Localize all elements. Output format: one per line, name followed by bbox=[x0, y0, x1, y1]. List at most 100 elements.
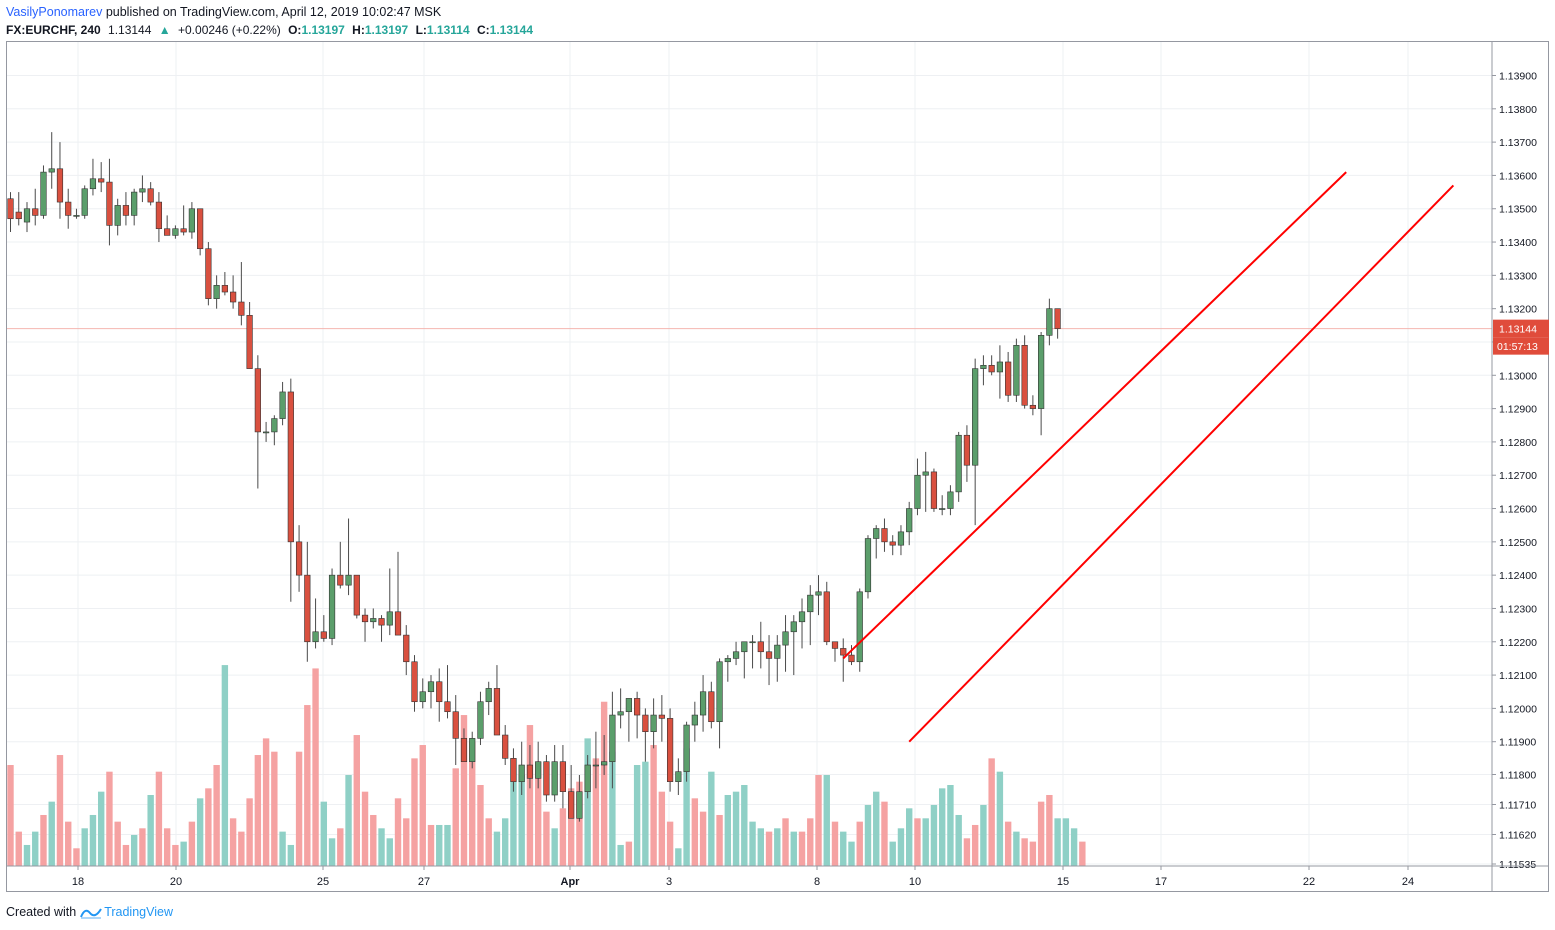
candle-body bbox=[40, 171, 47, 216]
volume-bar bbox=[708, 771, 715, 866]
candle-body bbox=[493, 688, 501, 736]
price-tick-label: 1.12400 bbox=[1499, 570, 1537, 582]
time-tick-label: 20 bbox=[170, 876, 182, 888]
volume-bar bbox=[534, 761, 542, 866]
candle-body bbox=[131, 191, 138, 216]
volume-bar bbox=[403, 818, 410, 866]
candle bbox=[675, 758, 682, 795]
volume-bar bbox=[609, 751, 616, 866]
candle-body bbox=[856, 591, 863, 663]
candle-body bbox=[848, 654, 855, 663]
candle bbox=[48, 132, 55, 189]
volume-bar bbox=[295, 751, 303, 866]
candle bbox=[56, 142, 64, 219]
candle bbox=[774, 635, 781, 682]
time-tick-label: 18 bbox=[72, 876, 84, 888]
candle-body bbox=[477, 701, 484, 739]
candle bbox=[394, 551, 402, 636]
volume-bar bbox=[798, 831, 806, 866]
candle bbox=[666, 708, 674, 792]
candle bbox=[1038, 331, 1045, 436]
candle bbox=[568, 765, 575, 819]
candle-body bbox=[889, 541, 896, 546]
candle-body bbox=[551, 761, 558, 796]
candle bbox=[617, 688, 624, 729]
candle-body bbox=[518, 764, 525, 782]
candle bbox=[790, 615, 797, 676]
candle-body bbox=[963, 434, 971, 466]
candle-body bbox=[535, 761, 542, 779]
volume-bar bbox=[551, 828, 558, 866]
candle-body bbox=[394, 611, 402, 636]
price-tick-label: 1.13000 bbox=[1499, 370, 1537, 382]
candle bbox=[881, 518, 888, 552]
volume-bar bbox=[980, 804, 987, 866]
volume-bar bbox=[485, 818, 492, 866]
candle bbox=[1005, 351, 1012, 402]
volume-bar bbox=[254, 755, 262, 866]
candle bbox=[164, 215, 171, 236]
candle bbox=[279, 381, 286, 426]
volume-bar bbox=[56, 755, 64, 866]
volume-bar bbox=[32, 831, 39, 866]
candle bbox=[889, 535, 896, 556]
candle bbox=[287, 378, 294, 602]
price-tick-label: 1.12000 bbox=[1499, 703, 1537, 715]
volume-bar bbox=[15, 831, 22, 866]
candle bbox=[840, 638, 847, 682]
volume-bar bbox=[23, 844, 31, 866]
candle bbox=[922, 451, 929, 512]
candle-body bbox=[699, 691, 707, 716]
volume-bar bbox=[600, 701, 608, 866]
volume-bar bbox=[345, 775, 352, 866]
candle-body bbox=[353, 574, 360, 616]
candle-body bbox=[345, 574, 352, 586]
last-price-tag-label: 1.13144 bbox=[1499, 324, 1537, 336]
candle bbox=[155, 192, 163, 243]
candle bbox=[807, 585, 814, 646]
close-value: 1.13144 bbox=[489, 23, 534, 37]
tradingview-brand-link[interactable]: TradingView bbox=[104, 905, 173, 919]
candle-body bbox=[568, 791, 575, 819]
candle bbox=[122, 192, 130, 226]
chart-frame bbox=[6, 41, 1549, 892]
volume-bar bbox=[320, 801, 328, 866]
candle bbox=[650, 698, 657, 749]
candle-body bbox=[81, 188, 88, 216]
candle-body bbox=[427, 681, 435, 693]
candle-body bbox=[304, 574, 311, 643]
candle-body bbox=[271, 418, 278, 433]
candle bbox=[419, 678, 426, 709]
candle-body bbox=[1013, 345, 1020, 396]
candle bbox=[386, 568, 393, 636]
candle bbox=[584, 755, 591, 799]
candle-body bbox=[246, 315, 253, 369]
candle-body bbox=[881, 528, 888, 543]
volume-bar bbox=[856, 821, 863, 866]
candle-body bbox=[419, 691, 426, 703]
price-tick-label: 1.12800 bbox=[1499, 437, 1537, 449]
candle bbox=[477, 691, 484, 746]
candle bbox=[930, 468, 938, 512]
volume-bar bbox=[831, 821, 839, 866]
volume-bar bbox=[287, 844, 295, 866]
low-label: L: bbox=[415, 23, 427, 37]
volume-bar bbox=[180, 841, 187, 866]
candle-body bbox=[790, 621, 797, 633]
low-value: 1.13114 bbox=[426, 23, 470, 37]
candle-body bbox=[411, 661, 418, 703]
volume-bar bbox=[691, 798, 699, 866]
candle bbox=[798, 598, 806, 649]
candle-body bbox=[361, 614, 369, 623]
volume-bar bbox=[840, 831, 847, 866]
candle bbox=[411, 655, 418, 712]
volume-bar bbox=[815, 775, 822, 866]
candle-body bbox=[1054, 308, 1061, 329]
author-link[interactable]: VasilyPonomarev bbox=[6, 5, 103, 19]
candle bbox=[535, 741, 542, 789]
candle-body bbox=[601, 761, 608, 766]
candle bbox=[197, 208, 204, 256]
tradingview-logo-icon bbox=[80, 908, 103, 919]
candle-body bbox=[873, 528, 880, 539]
